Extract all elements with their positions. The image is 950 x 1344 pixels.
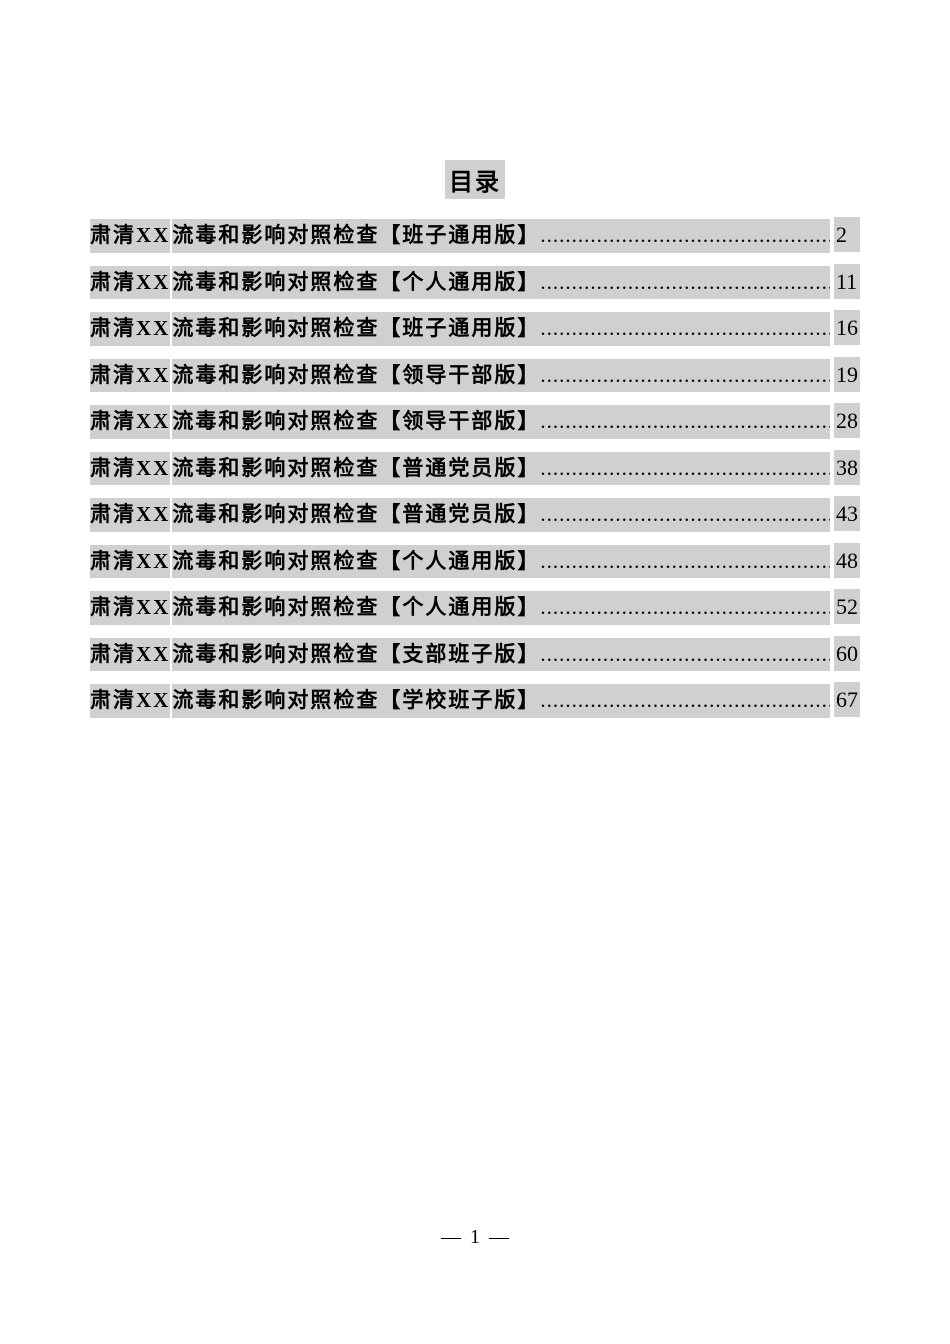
toc-entry-text: 流毒和影响对照检查【个人通用版】 bbox=[172, 266, 540, 300]
toc-leader bbox=[540, 545, 830, 579]
toc-row: 肃清XX 流毒和影响对照检查【学校班子版】 67 bbox=[90, 682, 860, 718]
toc-leader bbox=[540, 498, 830, 532]
dash-left: — bbox=[441, 1226, 461, 1248]
toc-row: 肃清XX 流毒和影响对照检查【个人通用版】 52 bbox=[90, 589, 860, 625]
toc-entry-text: 流毒和影响对照检查【领导干部版】 bbox=[172, 359, 540, 393]
page-number-value: 1 bbox=[470, 1226, 480, 1248]
toc-list: 肃清XX 流毒和影响对照检查【班子通用版】 2 肃清XX 流毒和影响对照检查【个… bbox=[90, 217, 860, 718]
toc-page-number: 48 bbox=[834, 543, 860, 578]
toc-row: 肃清XX 流毒和影响对照检查【普通党员版】 43 bbox=[90, 496, 860, 532]
toc-leader bbox=[540, 452, 830, 486]
toc-prefix: 肃清XX bbox=[90, 684, 170, 718]
toc-leader bbox=[540, 684, 830, 718]
toc-row: 肃清XX 流毒和影响对照检查【班子通用版】 2 bbox=[90, 217, 860, 253]
toc-entry-text: 流毒和影响对照检查【学校班子版】 bbox=[172, 684, 540, 718]
toc-page-number: 38 bbox=[834, 450, 860, 485]
toc-leader bbox=[540, 638, 830, 672]
dash-right: — bbox=[489, 1226, 509, 1248]
toc-row: 肃清XX 流毒和影响对照检查【班子通用版】 16 bbox=[90, 310, 860, 346]
toc-page-number: 11 bbox=[834, 264, 860, 299]
toc-prefix: 肃清XX bbox=[90, 405, 170, 439]
toc-entry-text: 流毒和影响对照检查【班子通用版】 bbox=[172, 219, 540, 253]
toc-entry-text: 流毒和影响对照检查【个人通用版】 bbox=[172, 591, 540, 625]
toc-prefix: 肃清XX bbox=[90, 452, 170, 486]
toc-prefix: 肃清XX bbox=[90, 219, 170, 253]
toc-leader bbox=[540, 312, 830, 346]
toc-leader bbox=[540, 219, 830, 253]
toc-prefix: 肃清XX bbox=[90, 638, 170, 672]
toc-page-number: 19 bbox=[834, 357, 860, 392]
toc-leader bbox=[540, 266, 830, 300]
toc-page-number: 43 bbox=[834, 496, 860, 531]
toc-page-number: 67 bbox=[834, 682, 860, 717]
toc-prefix: 肃清XX bbox=[90, 266, 170, 300]
title-wrapper: 目录 bbox=[90, 160, 860, 199]
toc-page-number: 28 bbox=[834, 403, 860, 438]
toc-entry-text: 流毒和影响对照检查【个人通用版】 bbox=[172, 545, 540, 579]
toc-leader bbox=[540, 591, 830, 625]
toc-row: 肃清XX 流毒和影响对照检查【个人通用版】 11 bbox=[90, 264, 860, 300]
toc-prefix: 肃清XX bbox=[90, 591, 170, 625]
toc-prefix: 肃清XX bbox=[90, 359, 170, 393]
toc-leader bbox=[540, 405, 830, 439]
toc-entry-text: 流毒和影响对照检查【支部班子版】 bbox=[172, 638, 540, 672]
toc-entry-text: 流毒和影响对照检查【普通党员版】 bbox=[172, 452, 540, 486]
toc-leader bbox=[540, 359, 830, 393]
toc-row: 肃清XX 流毒和影响对照检查【普通党员版】 38 bbox=[90, 450, 860, 486]
toc-row: 肃清XX 流毒和影响对照检查【个人通用版】 48 bbox=[90, 543, 860, 579]
toc-title: 目录 bbox=[445, 160, 505, 199]
toc-entry-text: 流毒和影响对照检查【班子通用版】 bbox=[172, 312, 540, 346]
toc-entry-text: 流毒和影响对照检查【普通党员版】 bbox=[172, 498, 540, 532]
toc-page-number: 52 bbox=[834, 589, 860, 624]
toc-page-number: 2 bbox=[834, 217, 860, 252]
toc-page-number: 60 bbox=[834, 636, 860, 671]
toc-page-number: 16 bbox=[834, 310, 860, 345]
toc-entry-text: 流毒和影响对照检查【领导干部版】 bbox=[172, 405, 540, 439]
toc-prefix: 肃清XX bbox=[90, 545, 170, 579]
toc-prefix: 肃清XX bbox=[90, 498, 170, 532]
page-footer: — 1 — bbox=[0, 1226, 950, 1249]
toc-row: 肃清XX 流毒和影响对照检查【领导干部版】 19 bbox=[90, 357, 860, 393]
toc-prefix: 肃清XX bbox=[90, 312, 170, 346]
toc-row: 肃清XX 流毒和影响对照检查【领导干部版】 28 bbox=[90, 403, 860, 439]
toc-row: 肃清XX 流毒和影响对照检查【支部班子版】 60 bbox=[90, 636, 860, 672]
